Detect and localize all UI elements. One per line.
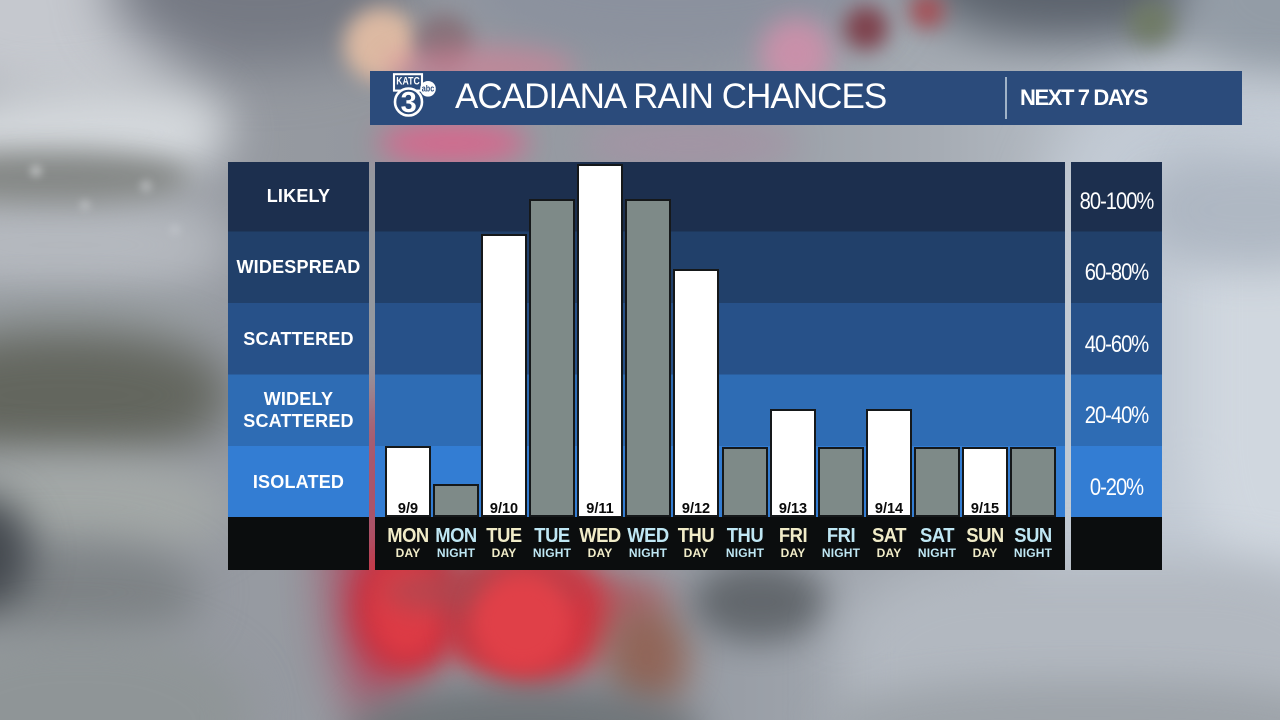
svg-text:KATC: KATC [396, 76, 420, 88]
svg-text:abc: abc [422, 84, 435, 94]
svg-text:3: 3 [401, 87, 417, 119]
